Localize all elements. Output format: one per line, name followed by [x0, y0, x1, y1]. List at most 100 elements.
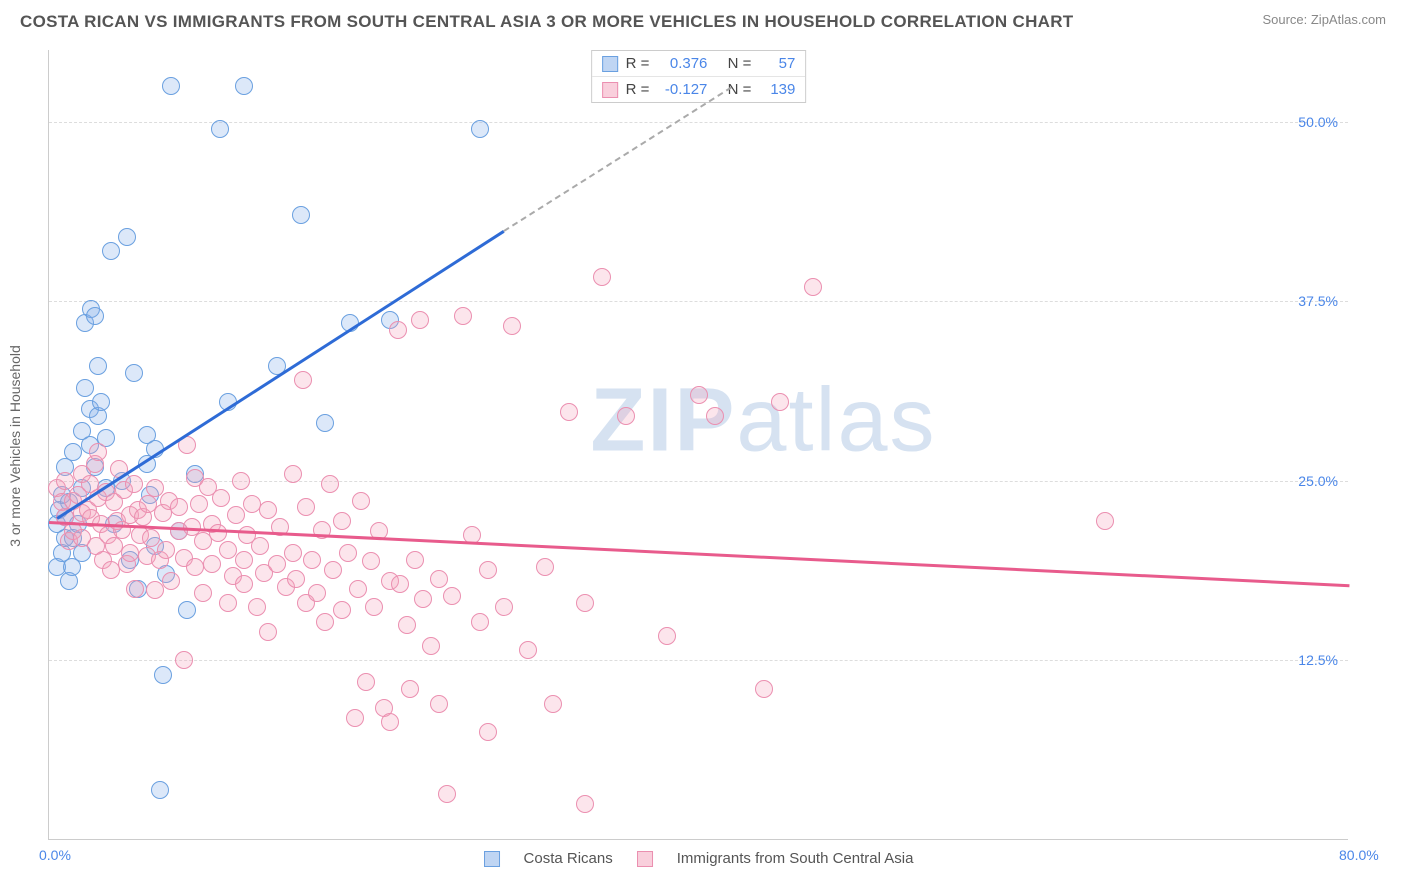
data-point: [232, 472, 250, 490]
legend-label: Immigrants from South Central Asia: [677, 850, 914, 867]
data-point: [146, 581, 164, 599]
y-tick-label: 25.0%: [1298, 473, 1338, 489]
data-point: [771, 393, 789, 411]
data-point: [362, 552, 380, 570]
data-point: [292, 206, 310, 224]
data-point: [316, 613, 334, 631]
data-point: [576, 594, 594, 612]
data-point: [251, 537, 269, 555]
data-point: [658, 627, 676, 645]
data-point: [259, 623, 277, 641]
data-point: [126, 580, 144, 598]
data-point: [151, 781, 169, 799]
data-point: [422, 637, 440, 655]
data-point: [398, 616, 416, 634]
data-point: [617, 407, 635, 425]
y-axis-label: 3 or more Vehicles in Household: [7, 345, 23, 547]
data-point: [333, 512, 351, 530]
data-point: [162, 77, 180, 95]
swatch-icon: [602, 82, 618, 98]
data-point: [495, 598, 513, 616]
data-point: [443, 587, 461, 605]
data-point: [162, 572, 180, 590]
data-point: [203, 555, 221, 573]
data-point: [92, 393, 110, 411]
data-point: [706, 407, 724, 425]
data-point: [89, 443, 107, 461]
data-point: [324, 561, 342, 579]
data-point: [479, 723, 497, 741]
data-point: [209, 524, 227, 542]
swatch-icon: [637, 851, 653, 867]
data-point: [154, 666, 172, 684]
data-point: [536, 558, 554, 576]
n-value: 57: [759, 55, 795, 72]
source-attribution: Source: ZipAtlas.com: [1262, 12, 1386, 27]
data-point: [357, 673, 375, 691]
swatch-icon: [602, 56, 618, 72]
data-point: [411, 311, 429, 329]
chart-title: COSTA RICAN VS IMMIGRANTS FROM SOUTH CEN…: [20, 12, 1074, 32]
data-point: [576, 795, 594, 813]
data-point: [219, 594, 237, 612]
data-point: [471, 613, 489, 631]
data-point: [430, 695, 448, 713]
data-point: [804, 278, 822, 296]
data-point: [339, 544, 357, 562]
stat-row-series2: R = -0.127 N = 139: [592, 76, 806, 102]
data-point: [454, 307, 472, 325]
data-point: [544, 695, 562, 713]
data-point: [102, 242, 120, 260]
data-point: [284, 465, 302, 483]
data-point: [391, 575, 409, 593]
data-point: [186, 558, 204, 576]
data-point: [333, 601, 351, 619]
data-point: [157, 541, 175, 559]
data-point: [235, 77, 253, 95]
y-tick-label: 12.5%: [1298, 652, 1338, 668]
data-point: [194, 584, 212, 602]
r-value: -0.127: [657, 81, 707, 98]
legend: Costa Ricans Immigrants from South Centr…: [484, 850, 914, 867]
data-point: [690, 386, 708, 404]
y-tick-label: 37.5%: [1298, 293, 1338, 309]
data-point: [303, 551, 321, 569]
data-point: [352, 492, 370, 510]
watermark: ZIPatlas: [590, 369, 936, 472]
gridline-horizontal: [49, 122, 1348, 123]
data-point: [284, 544, 302, 562]
data-point: [381, 713, 399, 731]
trend-line: [503, 86, 732, 232]
data-point: [287, 570, 305, 588]
data-point: [593, 268, 611, 286]
data-point: [755, 680, 773, 698]
n-value: 139: [759, 81, 795, 98]
data-point: [471, 120, 489, 138]
legend-label: Costa Ricans: [524, 850, 613, 867]
gridline-horizontal: [49, 301, 1348, 302]
data-point: [235, 551, 253, 569]
data-point: [438, 785, 456, 803]
data-point: [212, 489, 230, 507]
data-point: [125, 475, 143, 493]
swatch-icon: [484, 851, 500, 867]
stat-row-series1: R = 0.376 N = 57: [592, 51, 806, 76]
data-point: [121, 544, 139, 562]
data-point: [297, 498, 315, 516]
data-point: [560, 403, 578, 421]
data-point: [125, 364, 143, 382]
data-point: [1096, 512, 1114, 530]
data-point: [211, 120, 229, 138]
data-point: [86, 307, 104, 325]
data-point: [76, 379, 94, 397]
data-point: [190, 495, 208, 513]
data-point: [389, 321, 407, 339]
data-point: [146, 479, 164, 497]
data-point: [118, 228, 136, 246]
data-point: [430, 570, 448, 588]
scatter-chart: ZIPatlas R = 0.376 N = 57 R = -0.127 N =…: [48, 50, 1348, 840]
gridline-horizontal: [49, 660, 1348, 661]
data-point: [235, 575, 253, 593]
data-point: [414, 590, 432, 608]
correlation-stats-box: R = 0.376 N = 57 R = -0.127 N = 139: [591, 50, 807, 103]
